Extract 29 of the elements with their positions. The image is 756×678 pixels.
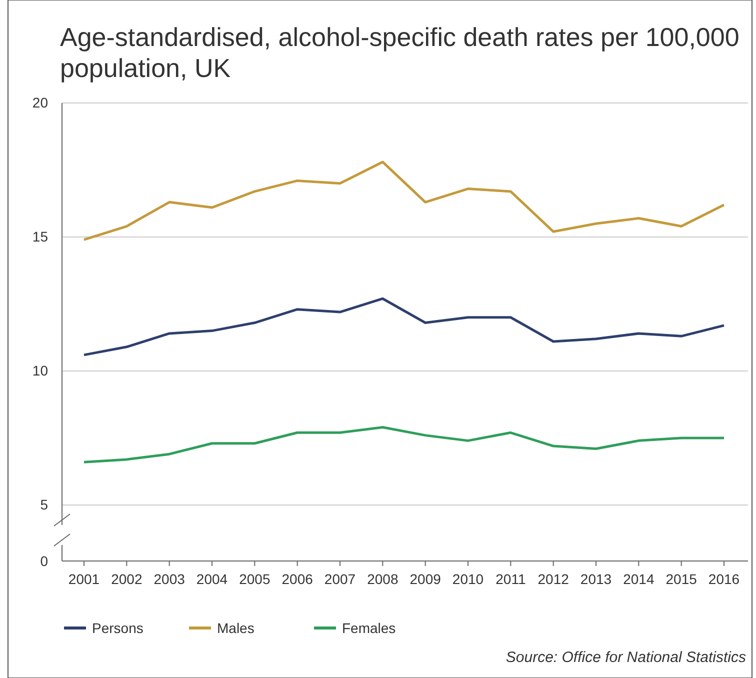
x-tick-label: 2010 (452, 570, 484, 587)
y-tick-label: 5 (40, 496, 48, 512)
legend-label: Males (217, 620, 254, 636)
x-tick-label: 2002 (111, 570, 142, 587)
line-series (82, 426, 726, 464)
x-tick-label: 2005 (239, 570, 270, 587)
x-tick-label: 2011 (496, 570, 526, 587)
source-note: Source: Office for National Statistics (506, 649, 746, 666)
x-tick-label: 2014 (623, 570, 654, 587)
y-tick-label: 20 (32, 94, 48, 110)
x-tick-label: 2016 (708, 570, 740, 587)
chart-title: Age-standardised, alcohol-specific death rates per 100,000 population, UK (60, 22, 740, 83)
x-tick-label: 2004 (196, 570, 228, 587)
x-tick-label: 2001 (68, 570, 100, 587)
y-tick-label: 10 (32, 362, 48, 378)
x-tick-label: 2015 (666, 570, 698, 587)
x-tick-label: 2007 (324, 570, 356, 587)
x-tick-label: 2012 (538, 570, 570, 587)
line-series (82, 297, 726, 356)
legend-label: Females (342, 620, 396, 636)
x-tick-label: 2008 (367, 570, 398, 587)
x-tick-label: 2009 (410, 570, 442, 587)
x-tick-label: 2006 (282, 570, 314, 587)
x-tick-label: 2013 (580, 570, 612, 587)
y-tick-label: 15 (32, 228, 48, 244)
line-series (82, 160, 726, 241)
x-tick-label: 2003 (154, 570, 186, 587)
text: 0 (40, 553, 48, 569)
legend-label: Persons (92, 620, 144, 636)
